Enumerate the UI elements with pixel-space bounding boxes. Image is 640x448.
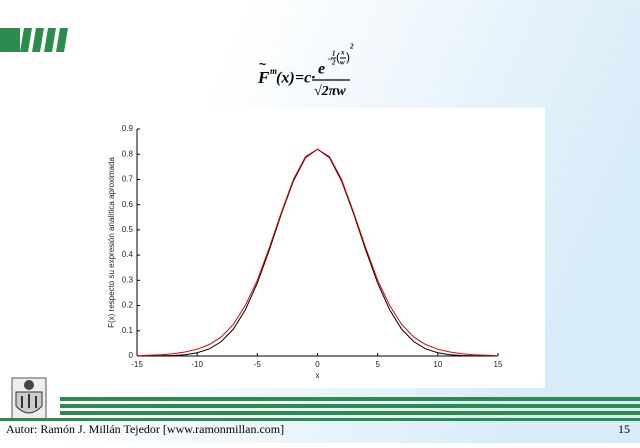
formula-exp-num: 1 (332, 50, 336, 58)
y-axis-label: F(x) respecto su expresión analítica apr… (107, 157, 116, 328)
formula-base: e (318, 61, 325, 78)
formula-in-den: w (340, 59, 345, 67)
x-tick-label: -15 (131, 360, 143, 369)
x-tick-label: 15 (494, 360, 503, 369)
y-tick-label: 0.9 (122, 124, 134, 133)
y-tick-label: 0.7 (122, 175, 134, 184)
x-tick-label: -5 (254, 360, 262, 369)
page-number: 15 (618, 422, 630, 436)
y-tick-label: 0.2 (122, 301, 134, 310)
formula-denominator: √2πw (314, 84, 346, 99)
plot: 0 0.1 0.2 0.3 0.4 0.5 0.6 0.7 0.8 0.9 -15 -10 -5 0 5 10… (107, 124, 503, 380)
y-tick-label: 0.8 (122, 149, 134, 158)
formula-mid: =c· (295, 70, 315, 87)
header-bars (0, 28, 68, 52)
formula-exp-den: 2 (331, 59, 336, 67)
y-tick-label: 0.5 (122, 225, 134, 234)
formula-sup: m (270, 66, 277, 76)
formula-tilde: ~ (259, 57, 266, 71)
y-tick-label: 0.4 (122, 250, 134, 259)
plot-background (75, 108, 545, 388)
y-tick-label: 0.3 (122, 275, 134, 284)
formula-in-num: x (340, 49, 345, 57)
series-line (136, 148, 499, 357)
formula-lhs: F (257, 68, 270, 87)
x-tick-label: 0 (315, 360, 320, 369)
logo (11, 377, 47, 421)
footer-author: Autor: Ramón J. Millán Tejedor [www.ramo… (6, 422, 284, 436)
x-tick-label: -10 (191, 360, 203, 369)
formula-pow: 2 (349, 43, 354, 51)
x-tick-label: 10 (433, 360, 442, 369)
y-tick-label: 0.1 (122, 326, 134, 335)
footer-stripes (0, 397, 640, 421)
y-tick-label: 0.6 (122, 200, 134, 209)
formula-arg: (x) (276, 70, 295, 87)
formula: F ~ m (x) =c· e − 1 2 ( x w ) 2 √2πw (257, 43, 354, 100)
formula-paren: ( (336, 50, 340, 64)
formula-paren: ) (346, 50, 350, 64)
y-tick-label: 0 (129, 351, 134, 360)
x-tick-label: 5 (375, 360, 380, 369)
formula-exp-sign: − (327, 54, 332, 64)
x-axis-label: x (316, 371, 320, 380)
